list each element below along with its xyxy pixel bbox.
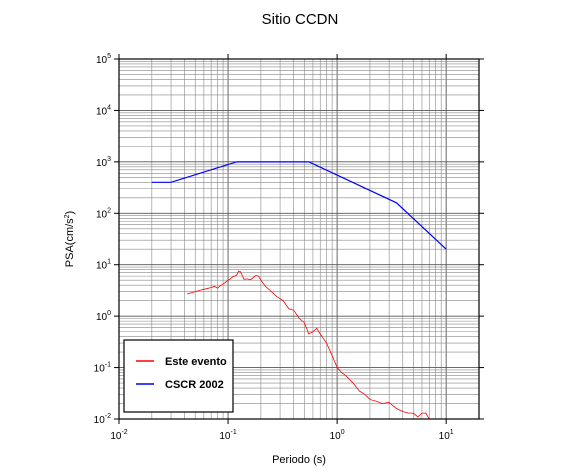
- y-tick-label: 105: [96, 53, 111, 66]
- y-tick-label: 10-1: [94, 362, 111, 375]
- y-axis-label-main: PSA(cm/s: [64, 218, 76, 267]
- x-axis-label: Periodo (s): [272, 454, 326, 466]
- y-tick-label: 101: [96, 259, 111, 272]
- x-tick-label: 101: [439, 429, 454, 442]
- y-axis-label-sup: 2: [64, 214, 71, 218]
- y-tick-label: 103: [96, 156, 111, 169]
- y-axis-label-tail: ): [64, 211, 76, 215]
- chart-title: Sitio CCDN: [262, 11, 339, 28]
- y-axis-label: PSA(cm/s2): [64, 211, 76, 267]
- series-layer: [151, 161, 447, 420]
- y-tick-label: 102: [96, 207, 111, 220]
- tick-layer: 10-2 10-1 100 101 10-2 10-1 100 101 102 103 104 105: [94, 53, 484, 442]
- legend-label-0: Este evento: [165, 356, 227, 368]
- legend: Este evento CSCR 2002: [123, 339, 234, 413]
- series-line-0: [186, 270, 430, 420]
- legend-label-1: CSCR 2002: [165, 379, 224, 391]
- x-tick-label: 10-2: [110, 429, 127, 442]
- x-tick-label: 10-1: [219, 429, 236, 442]
- plot-frame: [118, 58, 480, 420]
- y-tick-label: 104: [96, 104, 111, 117]
- x-tick-label: 100: [330, 429, 345, 442]
- y-tick-label: 10-2: [94, 413, 111, 426]
- grid: [119, 59, 479, 419]
- y-tick-label: 100: [96, 310, 111, 323]
- series-line-1: [151, 161, 447, 250]
- legend-box: [123, 339, 234, 413]
